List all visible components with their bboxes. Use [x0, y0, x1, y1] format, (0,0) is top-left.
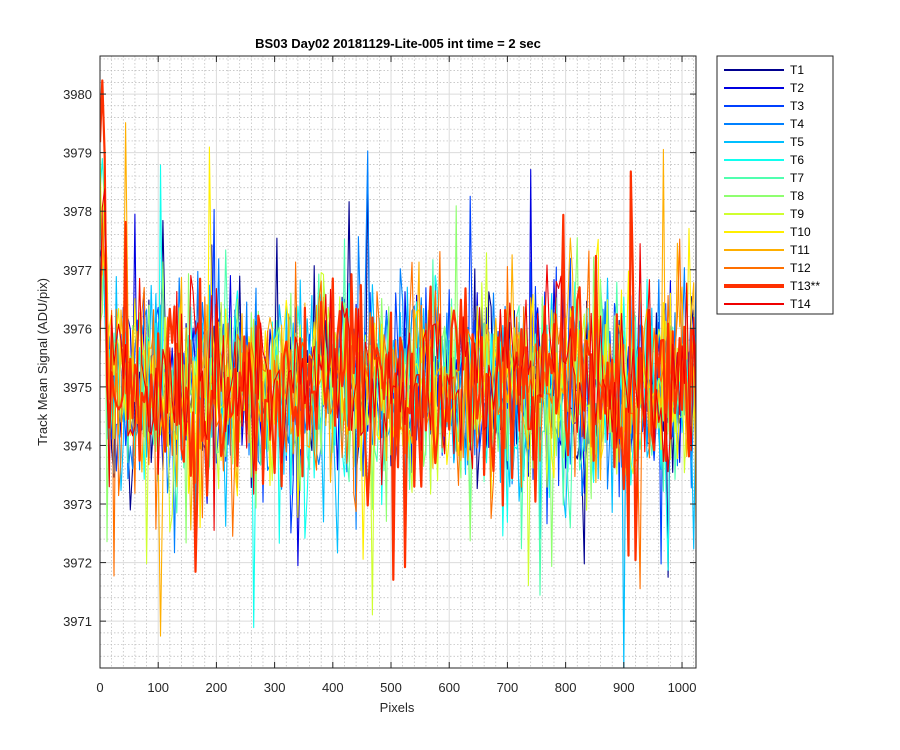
legend-label-t4: T4 — [790, 117, 804, 131]
y-axis-label: Track Mean Signal (ADU/pix) — [35, 278, 50, 446]
legend-label-t7: T7 — [790, 171, 804, 185]
axes-box — [99, 55, 697, 669]
x-tick-label: 600 — [438, 680, 460, 695]
series-layer — [100, 79, 696, 668]
y-tick-label: 3974 — [63, 438, 92, 453]
tick-layer: 0 100 200 300 400 500 600 700 800 900 1000 3971 3972… — [63, 56, 696, 695]
y-tick-label: 3980 — [63, 87, 92, 102]
chart-title: BS03 Day02 20181129-Lite-005 int time = … — [255, 36, 541, 51]
legend-label-t8: T8 — [790, 189, 804, 203]
legend-label-t13: T13** — [790, 279, 820, 293]
legend-label-t6: T6 — [790, 153, 804, 167]
legend-label-t10: T10 — [790, 225, 811, 239]
legend-label-t9: T9 — [790, 207, 804, 221]
series-line-t14 — [100, 188, 696, 531]
legend-label-t3: T3 — [790, 99, 804, 113]
x-tick-label: 0 — [96, 680, 103, 695]
x-tick-label: 500 — [380, 680, 402, 695]
series-line-t13 — [100, 79, 696, 581]
legend-label-t12: T12 — [790, 261, 811, 275]
x-tick-label: 900 — [613, 680, 635, 695]
x-tick-label: 200 — [206, 680, 228, 695]
x-tick-label: 1000 — [668, 680, 697, 695]
x-tick-label: 100 — [147, 680, 169, 695]
legend-label-t14: T14 — [790, 297, 811, 311]
y-tick-label: 3976 — [63, 321, 92, 336]
legend: T1 T2 T3 T4 T5 T6 T7 T8 T9 T10 T11 T12 T13** T14 — [716, 55, 834, 315]
legend-label-t11: T11 — [790, 243, 810, 257]
x-tick-label: 700 — [497, 680, 519, 695]
legend-box — [716, 55, 834, 315]
x-tick-label: 800 — [555, 680, 577, 695]
legend-label-t2: T2 — [790, 81, 804, 95]
y-tick-label: 3979 — [63, 146, 92, 161]
y-tick-label: 3975 — [63, 380, 92, 395]
x-tick-label: 300 — [264, 680, 286, 695]
y-tick-label: 3971 — [63, 614, 92, 629]
y-tick-label: 3973 — [63, 497, 92, 512]
x-tick-label: 400 — [322, 680, 344, 695]
legend-label-t1: T1 — [790, 63, 804, 77]
y-tick-label: 3977 — [63, 263, 92, 278]
y-tick-label: 3978 — [63, 204, 92, 219]
legend-label-t5: T5 — [790, 135, 804, 149]
y-tick-label: 3972 — [63, 556, 92, 571]
x-axis-label: Pixels — [380, 700, 415, 715]
